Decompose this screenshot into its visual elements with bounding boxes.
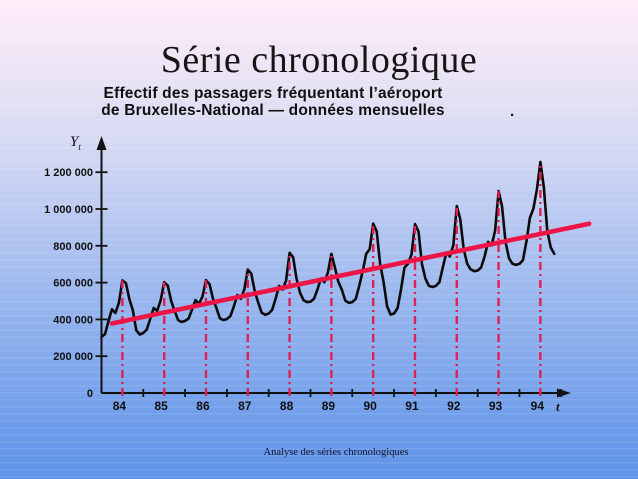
x-tick-label: 92 <box>447 399 461 413</box>
chart-subtitle-line1: Effectif des passagers fréquentant l’aér… <box>103 85 443 102</box>
y-tick-label: 0 <box>87 388 93 400</box>
x-tick-label: 91 <box>405 399 419 413</box>
y-axis-label: Yt <box>70 134 81 152</box>
x-tick-label: 90 <box>363 399 377 413</box>
x-tick-label: 94 <box>531 399 545 413</box>
footer-text: Analyse des séries chronologiques <box>263 447 409 458</box>
x-axis-arrow-icon <box>557 388 571 398</box>
x-tick-label: 87 <box>238 399 252 413</box>
y-axis-symbol: Y <box>70 134 79 150</box>
chart-subtitle-line2: de Bruxelles-National — données mensuell… <box>101 101 445 119</box>
x-axis-label: t <box>556 399 560 414</box>
y-tick-label: 1 200 000 <box>44 167 93 179</box>
slide-title: Série chronologique <box>160 39 478 81</box>
y-axis-subscript: t <box>78 142 81 152</box>
y-tick-label: 400 000 <box>53 314 93 326</box>
y-tick-label: 600 000 <box>53 278 93 290</box>
trend-line <box>109 221 592 326</box>
x-tick-label: 88 <box>280 399 294 413</box>
x-tick-label: 86 <box>196 399 210 413</box>
y-tick-label: 1 000 000 <box>44 204 93 216</box>
series-line <box>100 160 556 339</box>
x-tick-label: 85 <box>155 399 169 413</box>
x-tick-label: 93 <box>489 399 503 413</box>
chart-subtitle: Effectif des passagers fréquentant l’aér… <box>0 85 592 119</box>
x-tick-label: 84 <box>113 399 127 413</box>
y-axis-arrow-icon <box>96 136 107 150</box>
y-tick-label: 200 000 <box>53 351 93 363</box>
stray-period: . <box>510 103 515 120</box>
x-tick-label: 89 <box>322 399 336 413</box>
y-tick-label: 800 000 <box>53 241 93 253</box>
